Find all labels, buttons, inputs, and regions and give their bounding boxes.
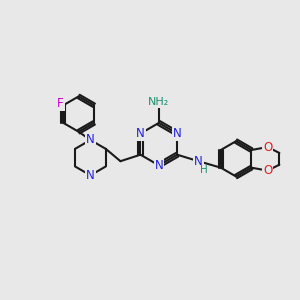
Text: O: O <box>263 164 272 177</box>
Text: N: N <box>136 127 145 140</box>
Text: H: H <box>200 165 208 175</box>
Text: N: N <box>86 134 95 146</box>
Text: N: N <box>194 155 203 168</box>
Text: O: O <box>263 141 272 154</box>
Text: N: N <box>86 169 95 182</box>
Text: NH₂: NH₂ <box>148 97 169 107</box>
Text: N: N <box>154 159 163 172</box>
Text: N: N <box>173 127 182 140</box>
Text: F: F <box>57 97 64 110</box>
